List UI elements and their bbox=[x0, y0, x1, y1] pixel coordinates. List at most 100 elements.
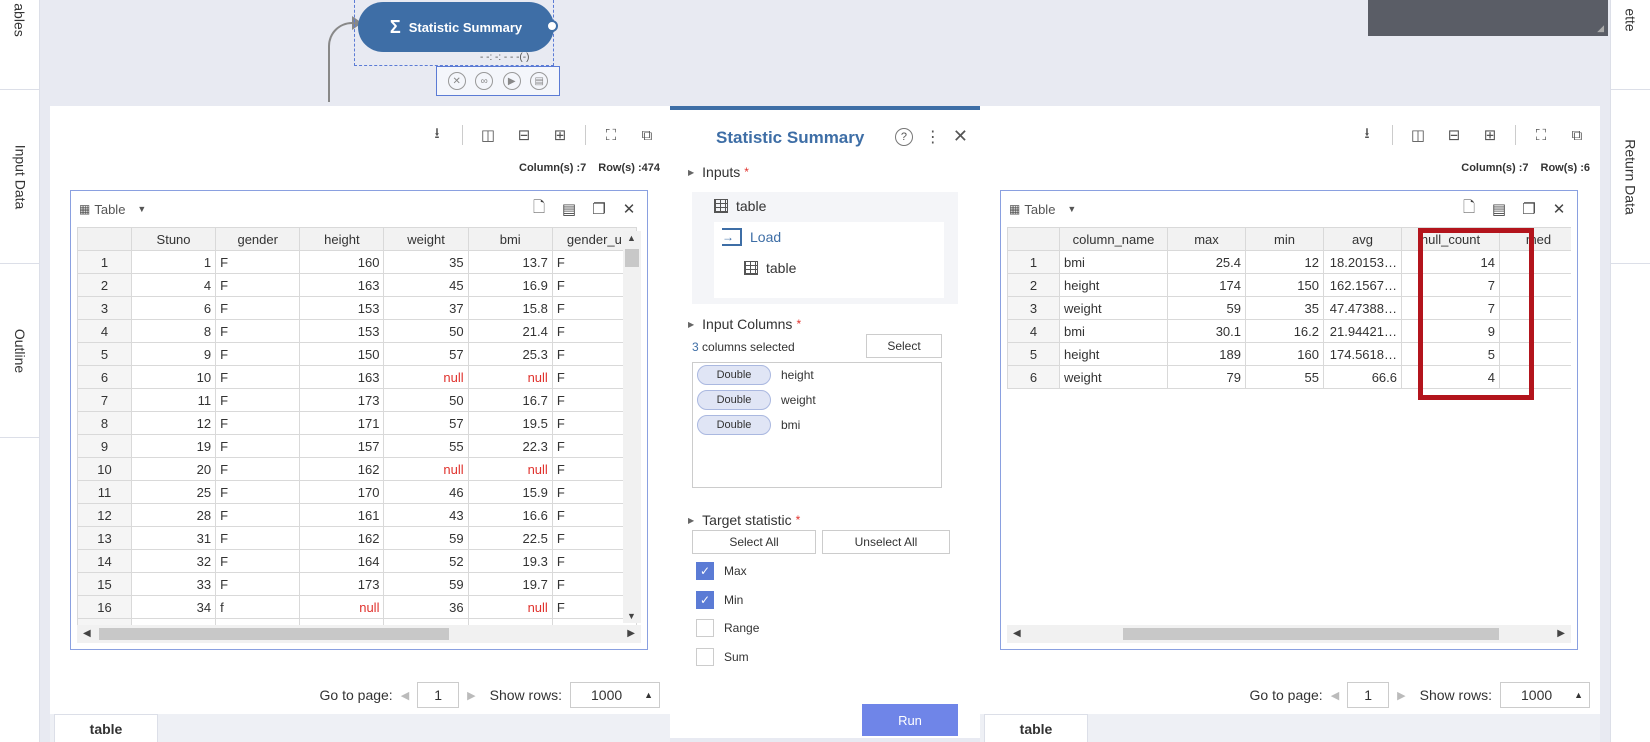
rail-tab-outline[interactable]: Outline bbox=[0, 264, 40, 438]
table-cell[interactable]: 150 bbox=[1245, 273, 1324, 297]
row-number[interactable]: 5 bbox=[77, 342, 132, 366]
table-cell[interactable]: weight bbox=[1059, 365, 1168, 389]
table-cell[interactable]: 150 bbox=[299, 342, 385, 366]
row-number[interactable]: 1 bbox=[77, 250, 132, 274]
table-row[interactable]: 10 20 F 162 null null F bbox=[77, 457, 638, 481]
table-cell[interactable]: 59 bbox=[1167, 296, 1246, 320]
table-cell[interactable]: bmi bbox=[1059, 250, 1168, 274]
table-cell[interactable]: 35 bbox=[1245, 296, 1324, 320]
table-cell[interactable] bbox=[1499, 273, 1571, 297]
table-row[interactable]: 2 4 F 163 45 16.9 F bbox=[77, 273, 638, 297]
table-cell[interactable]: 153 bbox=[299, 319, 385, 343]
table-cell[interactable]: 25 bbox=[130, 480, 217, 504]
table-cell[interactable]: 79 bbox=[1167, 365, 1246, 389]
row-number[interactable]: 13 bbox=[77, 526, 132, 550]
table-cell[interactable]: 52 bbox=[383, 549, 469, 573]
table-cell[interactable]: F bbox=[215, 273, 301, 297]
table-cell[interactable] bbox=[1499, 342, 1571, 366]
scroll-right-icon[interactable]: ▶ bbox=[627, 628, 635, 639]
table-cell[interactable]: F bbox=[215, 365, 301, 389]
column-header[interactable]: Stuno bbox=[130, 227, 217, 251]
row-number[interactable]: 5 bbox=[1007, 342, 1060, 366]
table-cell[interactable]: 19.3 bbox=[467, 549, 553, 573]
minimap-box[interactable] bbox=[1368, 0, 1608, 36]
horizontal-scrollbar[interactable]: ◀ ▶ bbox=[77, 625, 641, 643]
row-number[interactable]: 9 bbox=[77, 434, 132, 458]
table-cell[interactable] bbox=[1499, 365, 1571, 389]
column-header[interactable] bbox=[1007, 227, 1060, 251]
tab-table[interactable]: table bbox=[984, 714, 1088, 742]
unselect-all-button[interactable]: Unselect All bbox=[822, 530, 950, 554]
load-table-item[interactable]: table bbox=[744, 260, 796, 276]
table-cell[interactable]: 1 bbox=[130, 250, 217, 274]
row-number[interactable]: 7 bbox=[77, 388, 132, 412]
table-cell[interactable]: 10 bbox=[130, 365, 217, 389]
table-row[interactable]: 11 25 F 170 46 15.9 F bbox=[77, 480, 638, 504]
table-cell[interactable]: 16.6 bbox=[467, 503, 553, 527]
split-vertical-icon[interactable]: ◫ bbox=[1410, 127, 1426, 144]
column-header[interactable]: avg bbox=[1323, 227, 1402, 251]
copy-icon[interactable]: ❐ bbox=[592, 201, 606, 218]
table-cell[interactable]: 19 bbox=[130, 434, 217, 458]
link-icon[interactable]: ∞ bbox=[475, 72, 494, 90]
table-row[interactable]: 1735F1735117F bbox=[77, 618, 638, 625]
select-all-button[interactable]: Select All bbox=[692, 530, 816, 554]
table-row[interactable]: 3 6 F 153 37 15.8 F bbox=[77, 296, 638, 320]
table-row[interactable]: 15 33 F 173 59 19.7 F bbox=[77, 572, 638, 596]
table-cell[interactable]: 18.20153… bbox=[1323, 250, 1402, 274]
table-cell[interactable]: 21.4 bbox=[467, 319, 553, 343]
table-cell[interactable]: 25.4 bbox=[1167, 250, 1246, 274]
rail-tab-palette[interactable]: ette bbox=[1611, 0, 1650, 90]
cancel-icon[interactable]: ✕ bbox=[447, 72, 466, 90]
row-number[interactable]: 3 bbox=[1007, 296, 1060, 320]
column-header[interactable]: weight bbox=[383, 227, 469, 251]
table-cell[interactable]: 14 bbox=[1401, 250, 1500, 274]
rail-tab-variables[interactable]: ables bbox=[0, 0, 40, 90]
table-row[interactable]: 4 8 F 153 50 21.4 F bbox=[77, 319, 638, 343]
target-statistic-section[interactable]: ▶ Target statistic * bbox=[688, 512, 801, 528]
table-cell[interactable]: 16.9 bbox=[467, 273, 553, 297]
rail-tab-return-data[interactable]: Return Data bbox=[1611, 90, 1650, 264]
column-header[interactable]: gender bbox=[215, 227, 301, 251]
table-cell[interactable]: 66.6 bbox=[1323, 365, 1402, 389]
selected-column-item[interactable]: Double height bbox=[697, 365, 814, 385]
table-row[interactable]: 12 28 F 161 43 16.6 F bbox=[77, 503, 638, 527]
page-input[interactable]: 1 bbox=[417, 682, 460, 708]
select-button[interactable]: Select bbox=[866, 334, 942, 358]
table-cell[interactable]: F bbox=[215, 457, 301, 481]
horizontal-scrollbar[interactable]: ◀ ▶ bbox=[1007, 625, 1571, 643]
row-number[interactable]: 6 bbox=[77, 365, 132, 389]
show-rows-select[interactable]: 1000 ▲ bbox=[1500, 682, 1590, 708]
table-cell[interactable]: F bbox=[215, 411, 301, 435]
table-cell[interactable]: 22.3 bbox=[467, 434, 553, 458]
close-icon[interactable]: ✕ bbox=[952, 126, 968, 146]
close-icon[interactable]: ✕ bbox=[1552, 201, 1566, 218]
table-cell[interactable]: F bbox=[215, 434, 301, 458]
table-row[interactable]: 6 10 F 163 null null F bbox=[77, 365, 638, 389]
table-cell[interactable]: 160 bbox=[1245, 342, 1324, 366]
table-cell[interactable]: 31 bbox=[130, 526, 217, 550]
table-cell[interactable]: F bbox=[215, 388, 301, 412]
table-cell[interactable]: F bbox=[215, 250, 301, 274]
table-cell[interactable]: F bbox=[215, 549, 301, 573]
table-row[interactable]: 16 34 f null 36 null F bbox=[77, 595, 638, 619]
selected-column-item[interactable]: Double bmi bbox=[697, 415, 800, 435]
table-settings-icon[interactable]: ▤ bbox=[561, 201, 577, 218]
table-cell[interactable]: 57 bbox=[383, 411, 469, 435]
stat-option-max[interactable]: ✓ Max bbox=[696, 562, 747, 580]
row-number[interactable]: 11 bbox=[77, 480, 132, 504]
table-cell[interactable]: 4 bbox=[1401, 365, 1500, 389]
table-cell[interactable]: null bbox=[467, 457, 553, 481]
table-cell[interactable]: weight bbox=[1059, 296, 1168, 320]
checkbox[interactable] bbox=[696, 619, 714, 637]
table-cell[interactable]: F bbox=[215, 526, 301, 550]
play-icon[interactable]: ▶ bbox=[502, 72, 521, 90]
table-cell[interactable]: 9 bbox=[130, 342, 217, 366]
table-cell[interactable]: 170 bbox=[299, 480, 385, 504]
fullscreen-icon[interactable]: ⛶ bbox=[605, 126, 617, 144]
table-cell[interactable]: null bbox=[467, 365, 553, 389]
table-cell[interactable]: 34 bbox=[130, 595, 217, 619]
table-view-selector[interactable]: ▦ Table ▼ bbox=[79, 201, 147, 217]
table-cell[interactable]: 189 bbox=[1167, 342, 1246, 366]
table-cell[interactable]: 59 bbox=[383, 526, 469, 550]
